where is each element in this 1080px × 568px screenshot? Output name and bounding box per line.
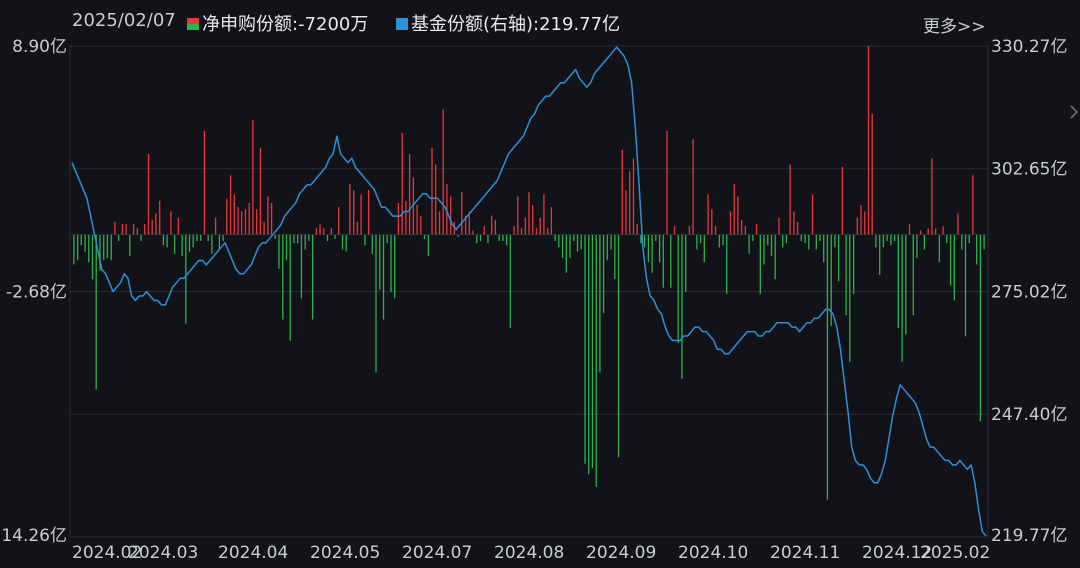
x-tick-label: 2024.09 bbox=[586, 543, 656, 563]
left-axis: 8.90亿 -2.68亿 14.26亿 bbox=[1, 37, 67, 546]
left-tick-label: 8.90亿 bbox=[12, 37, 67, 57]
x-tick-label: 2024.08 bbox=[494, 543, 564, 563]
legend-net-subscription: 净申购份额:-7200万 bbox=[187, 10, 368, 36]
header-date: 2025/02/07 bbox=[72, 10, 176, 31]
x-tick-label: 2024.05 bbox=[310, 543, 380, 563]
x-tick-label: 2024.10 bbox=[678, 543, 748, 563]
more-link[interactable]: 更多>> bbox=[923, 17, 986, 37]
right-tick-label: 219.77亿 bbox=[991, 526, 1067, 546]
right-tick-label: 275.02亿 bbox=[991, 283, 1067, 303]
legend-net-subscription-label: 净申购份额:-7200万 bbox=[202, 14, 369, 35]
red-green-square-icon bbox=[187, 18, 199, 30]
legend-fund-shares-label: 基金份额(右轴):219.77亿 bbox=[411, 14, 621, 35]
fund-shares-line-path bbox=[71, 46, 987, 537]
x-tick-label: 2024.02 bbox=[72, 543, 142, 563]
fund-shares-line bbox=[71, 46, 987, 537]
x-tick-label: 2025.02 bbox=[920, 543, 990, 563]
net-subscription-bars bbox=[70, 46, 988, 500]
chart-header: 2025/02/07 净申购份额:-7200万 基金份额(右轴):219.77亿… bbox=[0, 0, 1080, 40]
x-tick-label: 2024.12 bbox=[862, 543, 932, 563]
blue-square-icon bbox=[396, 18, 408, 30]
x-tick-label: 2024.04 bbox=[218, 543, 288, 563]
right-axis: 330.27亿 302.65亿 275.02亿 247.40亿 219.77亿 bbox=[991, 37, 1067, 546]
right-tick-label: 330.27亿 bbox=[991, 37, 1067, 57]
chart-grid bbox=[69, 45, 989, 538]
x-tick-label: 2024.07 bbox=[402, 543, 472, 563]
right-tick-label: 302.65亿 bbox=[991, 160, 1067, 180]
x-tick-label: 2024.03 bbox=[128, 543, 198, 563]
x-tick-label: 2024.11 bbox=[770, 543, 840, 563]
right-tick-label: 247.40亿 bbox=[991, 405, 1067, 425]
legend-fund-shares: 基金份额(右轴):219.77亿 bbox=[396, 10, 620, 36]
left-tick-label: -2.68亿 bbox=[6, 283, 67, 303]
chevron-right-icon[interactable] bbox=[1070, 105, 1078, 119]
left-tick-label: 14.26亿 bbox=[1, 526, 67, 546]
